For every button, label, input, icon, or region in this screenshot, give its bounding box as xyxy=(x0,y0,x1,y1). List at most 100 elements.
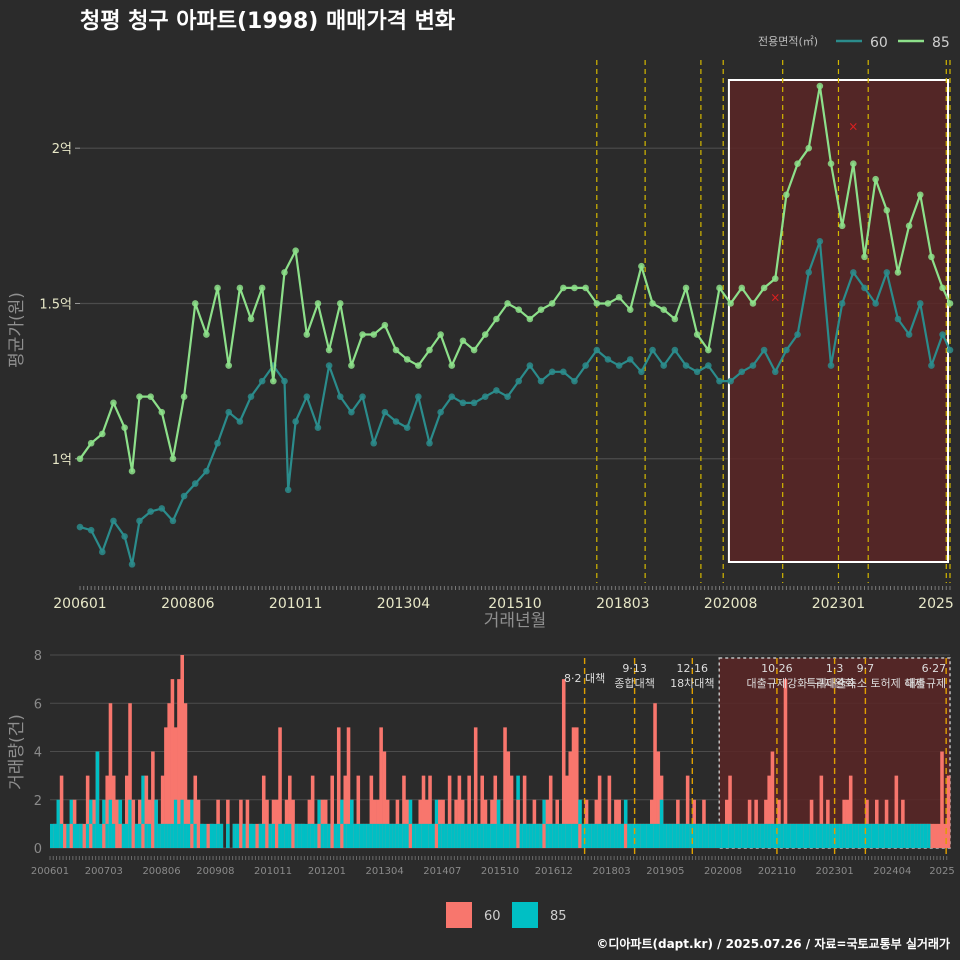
series-85-point xyxy=(560,284,567,292)
bar-85 xyxy=(731,823,736,848)
series-60-point xyxy=(861,284,868,292)
bar-85 xyxy=(548,823,553,848)
bar-60 xyxy=(167,703,171,848)
series-85-point xyxy=(660,306,668,313)
series-85-point xyxy=(872,175,879,183)
bar-85 xyxy=(861,823,866,848)
bar-85 xyxy=(167,823,171,848)
series-85-point xyxy=(281,269,288,276)
bar-x-tick-label: 201407 xyxy=(423,866,461,877)
bar-85 xyxy=(881,823,886,848)
bar-x-tick-label: 201510 xyxy=(481,866,519,877)
bar-60 xyxy=(382,751,387,848)
series-85-point xyxy=(292,247,299,254)
series-85-point xyxy=(180,393,188,400)
bar-85 xyxy=(271,823,276,848)
series-60-point xyxy=(504,393,511,400)
highlight-marker: × xyxy=(848,119,858,133)
bar-85 xyxy=(633,823,638,848)
bar-85 xyxy=(741,823,745,848)
bar-85 xyxy=(79,823,83,848)
bar-85 xyxy=(904,823,908,848)
bar-85 xyxy=(643,823,648,848)
bar-85 xyxy=(529,823,533,848)
series-60-point xyxy=(771,368,779,376)
series-60-point xyxy=(749,362,757,369)
bar-85 xyxy=(767,823,771,848)
series-60-point xyxy=(905,331,913,338)
bar-x-tick-label: 202008 xyxy=(704,866,742,877)
legend-bar-85-swatch xyxy=(512,902,538,928)
bar-85 xyxy=(894,823,899,848)
bar-85 xyxy=(248,823,253,848)
bar-85 xyxy=(685,823,690,848)
series-85-point xyxy=(671,315,679,323)
policy-annotation: 1·3 xyxy=(826,662,844,675)
bar-85 xyxy=(460,823,465,848)
bar-60 xyxy=(196,799,201,848)
series-60-point xyxy=(682,362,690,369)
series-60-point xyxy=(448,393,456,400)
bar-85 xyxy=(744,823,749,848)
bar-85 xyxy=(219,823,224,848)
bar-85 xyxy=(555,823,559,848)
series-85-point xyxy=(448,362,456,369)
series-60-point xyxy=(325,362,333,369)
bar-85 xyxy=(532,823,537,848)
bar-85 xyxy=(431,823,436,848)
x-tick-label: 201011 xyxy=(269,596,322,612)
bar-85 xyxy=(711,823,716,848)
bar-85 xyxy=(770,823,775,848)
policy-annotation: 9·13 xyxy=(622,662,647,675)
x-tick-label: 202008 xyxy=(704,596,757,612)
bar-85 xyxy=(552,823,556,848)
bar-85 xyxy=(216,823,220,848)
series-85-point xyxy=(225,362,233,369)
bar-60 xyxy=(278,727,282,848)
bar-85 xyxy=(281,823,286,848)
bar-85 xyxy=(385,823,390,848)
series-85-point xyxy=(359,331,366,338)
series-85-point xyxy=(325,346,333,354)
bar-85 xyxy=(721,823,726,848)
series-60-point xyxy=(180,492,188,500)
series-85-point xyxy=(403,356,411,363)
series-85-point xyxy=(760,284,768,292)
bar-85 xyxy=(917,823,921,848)
bar-85 xyxy=(278,823,282,848)
bar-85 xyxy=(480,823,484,848)
bar-85 xyxy=(526,823,530,848)
bar-85 xyxy=(411,823,416,848)
bar-85 xyxy=(646,823,651,848)
bar-85 xyxy=(242,823,246,848)
series-85-point xyxy=(883,206,891,214)
bar-60 xyxy=(516,799,520,848)
series-85-point xyxy=(593,300,601,307)
bar-60 xyxy=(930,823,934,848)
price-panel: 1억 1.5억 2억 × × 200601 200806 201011 201304 201510… xyxy=(39,60,954,612)
bar-85 xyxy=(806,823,811,848)
bar-85 xyxy=(154,799,158,848)
legend-60-label: 60 xyxy=(870,35,888,51)
bar-85 xyxy=(829,823,833,848)
series-60-point xyxy=(426,439,433,447)
bar-85 xyxy=(105,823,109,848)
bar-60 xyxy=(848,775,853,848)
bar-85 xyxy=(689,823,693,848)
bar-85 xyxy=(561,823,566,848)
bar-60 xyxy=(89,823,93,848)
bar-85 xyxy=(415,823,419,848)
bar-60 xyxy=(421,775,426,848)
bar-60 xyxy=(767,775,771,848)
series-60-point xyxy=(437,408,444,416)
bar-60 xyxy=(578,823,582,848)
series-85-point xyxy=(415,362,422,369)
bar-85 xyxy=(754,823,758,848)
series-60-point xyxy=(203,467,210,475)
series-85-point xyxy=(794,160,801,168)
bar-85 xyxy=(72,823,77,848)
bar-60 xyxy=(819,775,824,848)
series-85-point xyxy=(928,253,935,261)
bar-85 xyxy=(636,823,641,848)
series-85-point xyxy=(939,284,946,292)
